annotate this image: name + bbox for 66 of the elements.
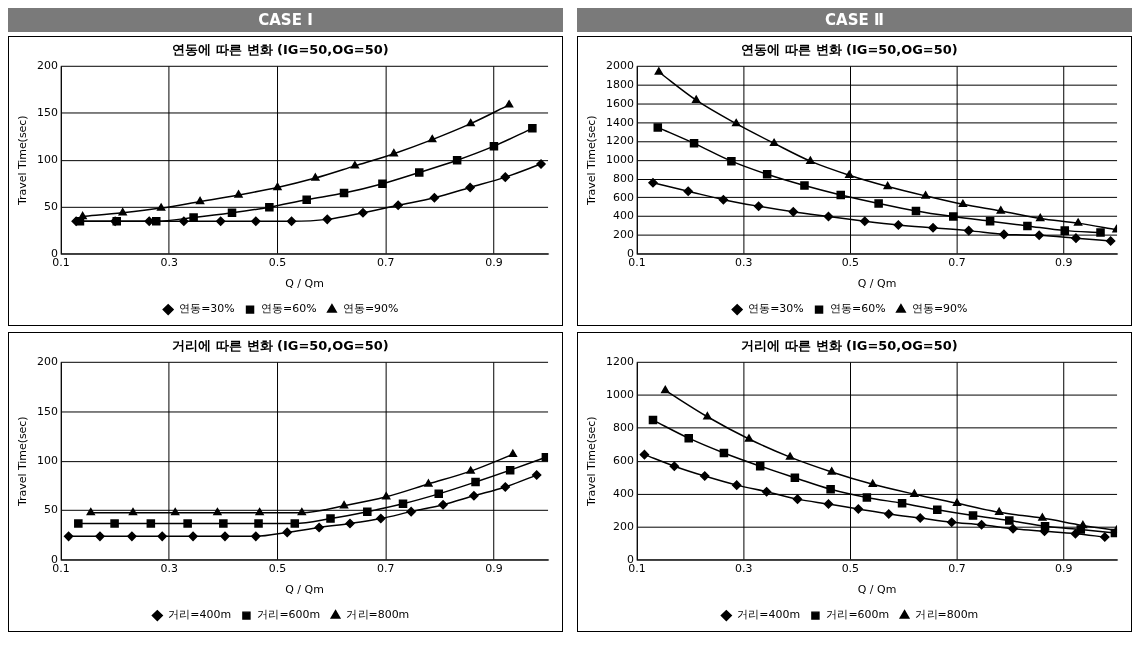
legend-label: 거리=400m [168,608,232,622]
y-tick-label: 400 [613,209,635,223]
legend-label: 연동=30% [748,302,804,316]
x-axis-title: Q / Qm [857,582,897,596]
legend-label: 연동=30% [179,302,235,316]
y-axis-title: Travel Time(sec) [585,115,599,207]
x-tick-label: 0.9 [1054,562,1073,576]
x-tick-label: 0.5 [841,256,860,270]
legend-label: 연동=90% [911,302,968,316]
y-tick-label: 800 [613,171,635,185]
y-tick-label: 50 [44,503,59,517]
legend-label: 거리=800m [915,608,979,622]
x-axis-title: Q / Qm [285,276,324,290]
x-tick-label: 0.5 [268,562,287,576]
y-axis-title: Travel Time(sec) [16,416,30,508]
x-tick-label: 0.5 [841,562,860,576]
y-tick-label: 1000 [606,153,635,167]
y-axis-title: Travel Time(sec) [16,115,30,207]
legend-label: 연동=60% [830,302,886,316]
legend-label: 거리=400m [737,608,801,622]
chart-title: 거리에 따른 변화 (IG=50,OG=50) [172,338,389,354]
y-tick-label: 2000 [606,59,635,73]
chart-title: 연동에 따른 변화 (IG=50,OG=50) [172,42,389,58]
y-tick-label: 1600 [606,96,635,110]
text: CASE I [8,8,563,32]
x-tick-label: 0.3 [160,256,178,270]
x-tick-label: 0.7 [948,256,966,270]
x-tick-label: 0.7 [376,256,395,270]
x-tick-label: 0.3 [734,562,753,576]
y-tick-label: 400 [613,487,635,501]
y-tick-label: 600 [613,190,635,204]
y-tick-label: 200 [37,59,59,73]
legend-label: 연동=60% [261,302,317,316]
y-tick-label: 100 [37,454,59,468]
y-tick-label: 150 [37,404,59,418]
y-tick-label: 600 [613,454,635,468]
x-tick-label: 0.7 [376,562,395,576]
legend-label: 거리=600m [826,608,890,622]
x-tick-label: 0.3 [734,256,753,270]
y-tick-label: 1000 [606,388,635,402]
y-tick-label: 200 [37,355,59,369]
y-tick-label: 1400 [606,115,635,129]
y-tick-label: 1200 [606,355,635,369]
y-axis-title: Travel Time(sec) [585,416,599,508]
legend-label: 거리=600m [257,608,321,622]
y-tick-label: 100 [37,153,59,167]
x-axis-title: Q / Qm [857,276,897,290]
x-tick-label: 0.9 [485,256,503,270]
x-tick-label: 0.3 [160,562,178,576]
y-tick-label: 1200 [606,134,635,148]
y-tick-label: 200 [613,228,635,242]
y-tick-label: 800 [613,421,635,435]
chart-title: 거리에 따른 변화 (IG=50,OG=50) [741,338,958,354]
y-tick-label: 50 [44,200,59,213]
text: CASE Ⅱ [577,8,1132,32]
legend-label: 거리=800m [346,608,410,622]
legend-label: 연동=90% [342,302,399,316]
x-tick-label: 0.9 [1054,256,1073,270]
x-tick-label: 0.9 [485,562,503,576]
x-axis-title: Q / Qm [285,582,324,596]
x-tick-label: 0.7 [948,562,966,576]
y-tick-label: 200 [613,519,635,533]
chart-title: 연동에 따른 변화 (IG=50,OG=50) [741,42,958,58]
y-tick-label: 1800 [606,78,635,91]
x-tick-label: 0.5 [268,256,287,270]
y-tick-label: 150 [37,106,59,120]
